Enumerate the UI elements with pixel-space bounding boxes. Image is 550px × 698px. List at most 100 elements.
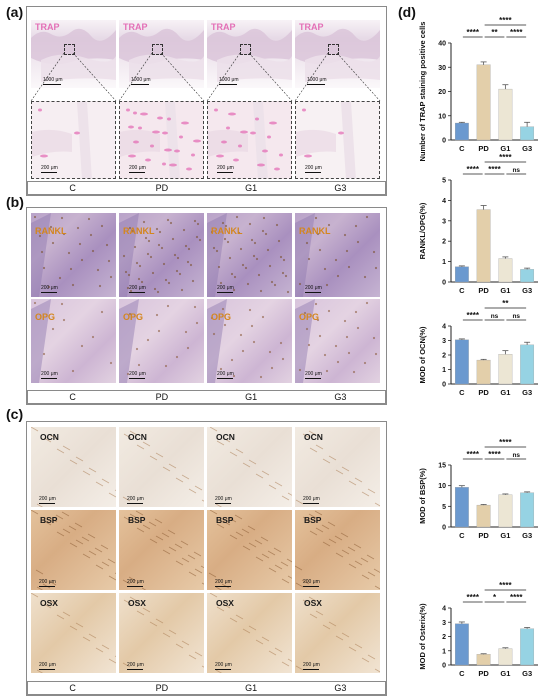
x-tick-label: PD (478, 531, 489, 540)
bar-g3 (520, 628, 535, 666)
x-tick-label: G1 (500, 531, 510, 540)
y-tick-label: 0 (442, 525, 446, 532)
x-tick-label: G1 (500, 286, 510, 295)
x-tick-label: G1 (500, 669, 510, 678)
bar-pd (476, 64, 491, 141)
opg-image (119, 299, 204, 383)
rankl-stain-label: RANKL (35, 226, 67, 236)
significance-label: **** (499, 16, 512, 25)
zoom-selection-box (328, 44, 339, 55)
group-label-g1: G1 (245, 392, 258, 402)
scale-bar (217, 378, 233, 379)
bar-g1 (498, 648, 513, 666)
scale-bar (127, 586, 143, 587)
bar-g1 (498, 494, 513, 528)
bar-c (454, 266, 469, 283)
bar-g1 (498, 354, 513, 385)
y-axis-label: MOD of BSP(%) (418, 468, 427, 524)
group-label-g3: G3 (334, 392, 347, 402)
bar-pd (476, 359, 491, 385)
osx-stain-label: OSX (304, 598, 322, 608)
panel-b-group-labels: C PD G1 G3 (27, 390, 386, 404)
osx-stain-label: OSX (40, 598, 58, 608)
group-label-c: C (69, 183, 76, 193)
ocn-image (295, 427, 380, 507)
panel-a-group-labels: C PD G1 G3 (27, 181, 386, 195)
scale-bar-label: 200 μm (305, 165, 322, 171)
bar-c (454, 339, 469, 385)
bsp-image (295, 510, 380, 590)
opg-stain-label: OPG (35, 312, 56, 322)
scale-bar-label: 200 μm (303, 662, 320, 668)
y-tick-label: 15 (438, 463, 446, 470)
bsp-stain-label: BSP (40, 515, 58, 525)
trap-stain-label: TRAP (123, 22, 148, 32)
scale-bar (41, 172, 57, 173)
rankl-stain-label: RANKL (299, 226, 331, 236)
rankl-image (207, 213, 292, 297)
panel-c-group-labels: C PD G1 G3 (27, 681, 386, 695)
bsp-image (207, 510, 292, 590)
group-label-g3: G3 (334, 183, 347, 193)
bsp-stain-label: BSP (304, 515, 322, 525)
scale-bar (41, 378, 57, 379)
bar-pd (476, 504, 491, 528)
zoom-selection-box (152, 44, 163, 55)
significance-label: **** (488, 165, 501, 174)
bsp-stain-label: BSP (216, 515, 234, 525)
trap-stain-label: TRAP (211, 22, 236, 32)
scale-bar-label: 200 μm (215, 496, 232, 502)
ocn-stain-label: OCN (40, 432, 59, 442)
scale-bar-label: 200 μm (129, 371, 146, 377)
panel-label-a: (a) (6, 4, 24, 20)
bar-pd (476, 209, 491, 283)
bar-c (454, 623, 469, 666)
x-tick-label: G3 (522, 286, 532, 295)
scale-bar (129, 172, 145, 173)
bar-g1 (498, 88, 513, 141)
significance-label: **** (499, 153, 512, 162)
group-label-g3: G3 (334, 683, 347, 693)
x-tick-label: C (459, 531, 465, 540)
bar-c (454, 487, 469, 528)
scale-bar-label: 200 μm (217, 285, 234, 291)
x-tick-label: G1 (500, 144, 510, 153)
trap-zoom-image (119, 101, 204, 179)
x-tick-label: C (459, 144, 465, 153)
bar-g3 (520, 126, 535, 141)
x-tick-label: G3 (522, 669, 532, 678)
trap-stain-label: TRAP (35, 22, 60, 32)
trap-stain-label: TRAP (299, 22, 324, 32)
bar-c (454, 122, 469, 141)
scale-bar-label: 200 μm (39, 496, 56, 502)
significance-label: **** (467, 450, 480, 459)
y-tick-label: 1 (442, 648, 446, 655)
significance-label: ns (512, 167, 520, 174)
scale-bar (215, 503, 231, 504)
opg-image (31, 299, 116, 383)
opg-stain-label: OPG (299, 312, 320, 322)
y-axis-label: Number of TRAP staining positive cells (418, 22, 427, 162)
scale-bar (217, 172, 233, 173)
scale-bar-label: 200 μm (217, 165, 234, 171)
scale-bar (127, 503, 143, 504)
panel-label-d: (d) (398, 4, 416, 20)
x-tick-label: C (459, 388, 465, 397)
y-tick-label: 20 (438, 89, 446, 96)
scale-bar-label: 200 μm (39, 662, 56, 668)
y-tick-label: 30 (438, 65, 446, 72)
scale-bar-label: 200 μm (305, 285, 322, 291)
y-tick-label: 10 (438, 113, 446, 120)
y-tick-label: 4 (442, 606, 446, 613)
x-tick-label: G3 (522, 388, 532, 397)
osx-image (31, 593, 116, 673)
x-tick-label: G3 (522, 144, 532, 153)
scale-bar-label: 200 μm (215, 579, 232, 585)
y-axis-label: RANKL/OPG(%) (418, 202, 427, 259)
scale-bar (39, 669, 55, 670)
bar-g3 (520, 344, 535, 385)
x-tick-label: PD (478, 388, 489, 397)
y-tick-label: 1 (442, 259, 446, 266)
y-tick-label: 40 (438, 41, 446, 48)
